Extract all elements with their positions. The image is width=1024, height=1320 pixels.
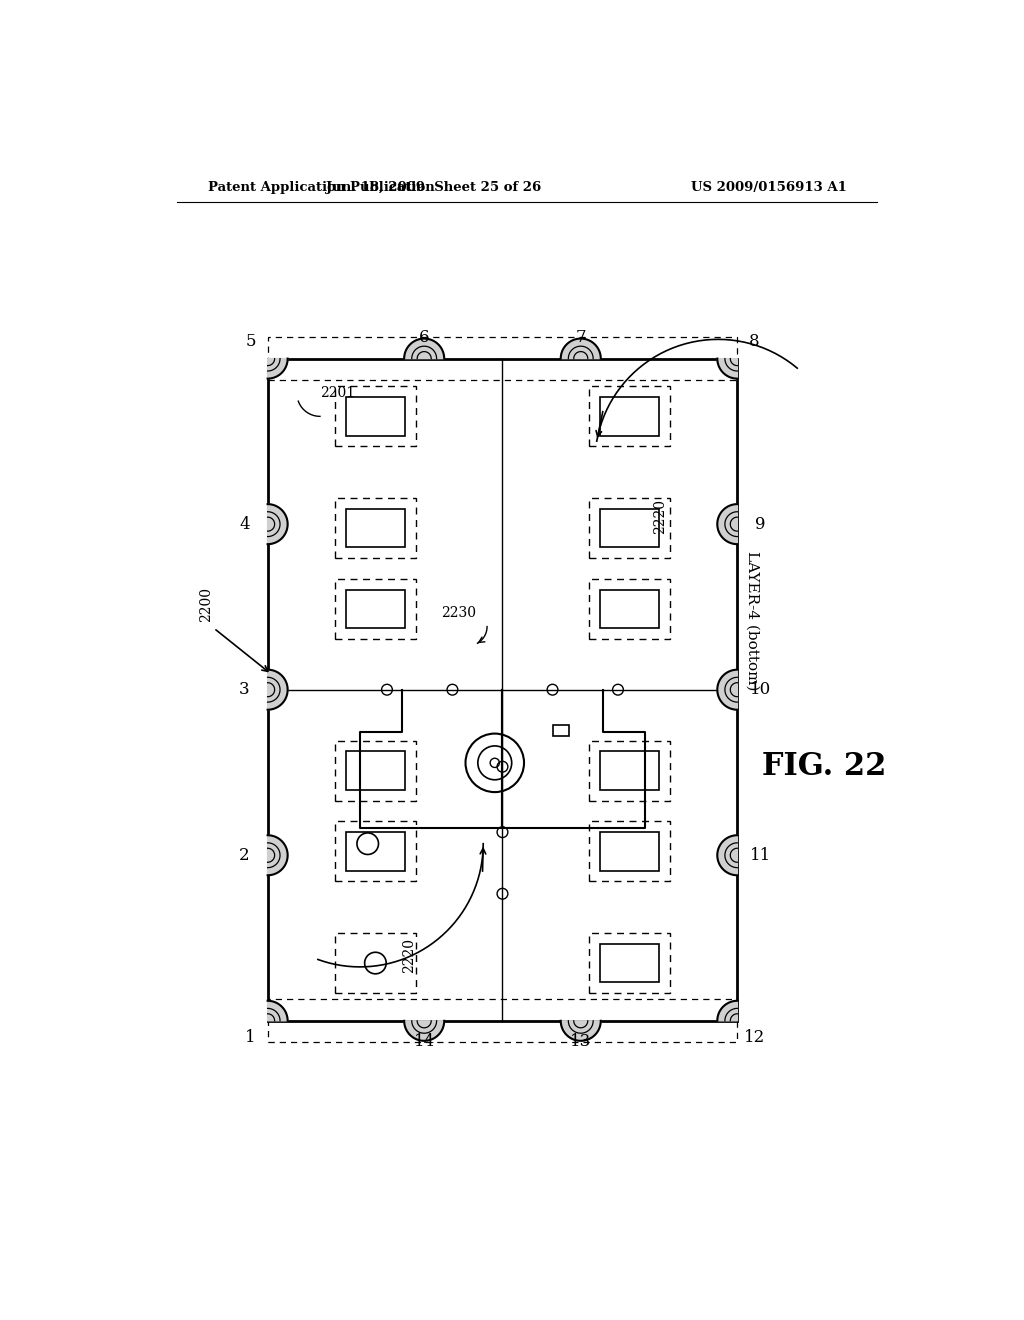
Bar [346,832,406,871]
Text: 1: 1 [246,1030,256,1047]
Polygon shape [561,339,601,359]
Bar [589,741,670,800]
Polygon shape [267,1001,288,1020]
Bar [335,933,416,993]
Text: 2230: 2230 [441,606,476,619]
Polygon shape [561,1020,601,1040]
Text: 13: 13 [570,1034,592,1051]
Text: 5: 5 [246,333,256,350]
Polygon shape [267,504,288,544]
Text: US 2009/0156913 A1: US 2009/0156913 A1 [691,181,847,194]
Bar [267,359,737,1020]
Bar [267,337,737,380]
Bar [335,498,416,558]
Bar [346,397,406,436]
Bar [600,590,659,628]
Text: 2220: 2220 [402,937,417,973]
Text: 9: 9 [755,516,766,533]
Polygon shape [404,1020,444,1040]
Text: 2200: 2200 [199,587,213,622]
Text: LAYER-4 (bottom): LAYER-4 (bottom) [745,550,760,690]
Text: 4: 4 [240,516,250,533]
Polygon shape [717,1001,737,1020]
Text: 2: 2 [240,846,250,863]
Polygon shape [717,669,737,710]
Bar [346,590,406,628]
Text: 3: 3 [240,681,250,698]
Bar [600,508,659,548]
Bar [267,999,737,1043]
Text: 11: 11 [750,846,771,863]
Bar [600,751,659,789]
Bar [589,933,670,993]
Bar [346,508,406,548]
Bar [600,832,659,871]
Polygon shape [267,836,288,875]
Bar [553,725,569,737]
Bar [589,821,670,882]
Polygon shape [717,359,737,379]
Text: Patent Application Publication: Patent Application Publication [208,181,434,194]
Bar [335,741,416,800]
Text: 10: 10 [750,681,771,698]
Text: 6: 6 [419,329,429,346]
Text: 2201: 2201 [319,387,355,400]
Bar [346,751,406,789]
Text: 7: 7 [575,329,586,346]
Polygon shape [404,339,444,359]
Bar [589,579,670,639]
Bar [589,498,670,558]
Polygon shape [717,504,737,544]
Polygon shape [717,836,737,875]
Text: Jun. 18, 2009  Sheet 25 of 26: Jun. 18, 2009 Sheet 25 of 26 [326,181,541,194]
Bar [600,944,659,982]
Text: 2220: 2220 [652,499,667,535]
Text: FIG. 22: FIG. 22 [762,751,887,783]
Text: 8: 8 [749,333,760,350]
Bar [600,397,659,436]
Text: 12: 12 [743,1030,765,1047]
Bar [335,821,416,882]
Text: 14: 14 [414,1034,435,1051]
Bar [335,387,416,446]
Bar [335,579,416,639]
Bar [589,387,670,446]
Polygon shape [267,359,288,379]
Polygon shape [267,669,288,710]
